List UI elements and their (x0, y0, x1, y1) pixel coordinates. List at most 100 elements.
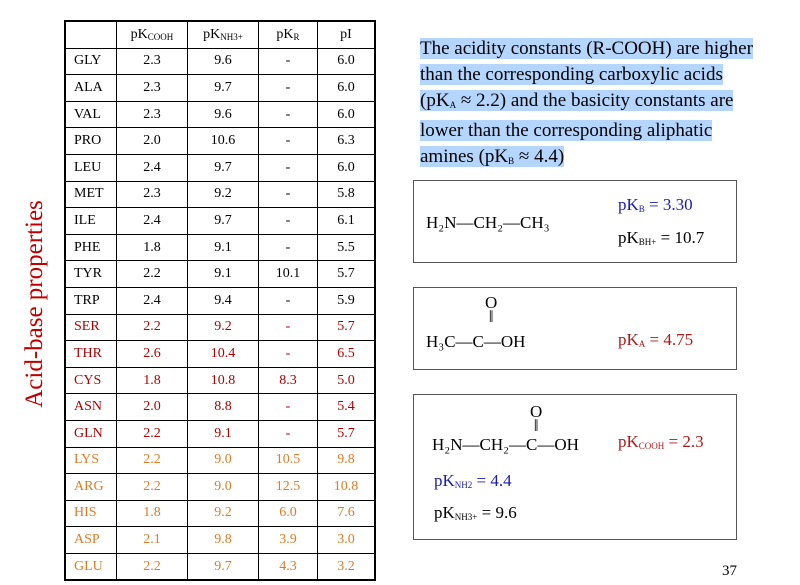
table-row: SER 2.2 9.2-5.7 (64, 313, 376, 342)
table-cell: 2.3 (116, 100, 188, 129)
note-line: lower than the corresponding aliphatic (420, 120, 713, 141)
ethylamine-box: H₂N—CH₂—CH₃ pKB = 3.30 pKBH+ = 10.7 (413, 180, 737, 263)
table-cell: - (258, 393, 318, 421)
table-cell: 9.0 (187, 473, 259, 501)
table-cell: 2.3 (116, 74, 188, 102)
amino-acid-name: TYR (64, 260, 117, 288)
table-cell: 6.0 (258, 499, 318, 528)
table-row: CYS 1.8 10.8 8.3 5.0 (64, 366, 376, 395)
pka-label: pKA = 4.75 (618, 330, 694, 349)
table-cell: 2.3 (116, 180, 188, 209)
carbonyl-oxygen: O ‖ (530, 402, 543, 435)
column-header: pKR (258, 20, 318, 49)
amino-acid-name: CYS (64, 366, 117, 395)
pknh3-label: pKNH3+ = 9.6 (434, 503, 517, 522)
glycine-formula: H₂N—CH₂—C—OH (432, 435, 579, 454)
table-cell: 2.2 (116, 313, 188, 342)
table-row: ARG 2.2 9.0 12.5 10.8 (64, 473, 376, 501)
table-cell: 9.4 (187, 286, 259, 315)
table-cell: 6.1 (317, 207, 376, 235)
table-cell: 5.5 (317, 233, 376, 262)
table-cell: 6.0 (317, 153, 376, 182)
table-cell: 5.4 (317, 393, 376, 421)
pkb-label: pKB = 3.30 (618, 195, 693, 214)
table-cell: 9.2 (187, 313, 259, 342)
table-cell: 9.1 (187, 260, 259, 288)
table-cell: 5.7 (317, 260, 376, 288)
pkcooh-label: pKCOOH = 2.3 (618, 432, 704, 451)
table-cell: 2.0 (116, 393, 188, 421)
table-cell: 9.7 (187, 552, 259, 581)
amino-acid-name: MET (64, 180, 117, 209)
table-cell: 2.4 (116, 153, 188, 182)
table-cell: 8.3 (258, 366, 318, 395)
table-cell: 8.8 (187, 393, 259, 421)
note-line: amines (pK (420, 146, 509, 167)
glycine-box: O ‖ H₂N—CH₂—C—OH pKCOOH = 2.3 pKNH2 = 4.4… (413, 394, 737, 540)
amino-acid-name: PHE (64, 233, 117, 262)
table-cell: 2.2 (116, 260, 188, 288)
table-cell: 2.2 (116, 552, 188, 581)
amino-acid-name: SER (64, 313, 117, 342)
table-row: GLN 2.2 9.1-5.7 (64, 419, 376, 448)
table-cell: 2.2 (116, 473, 188, 501)
column-header (64, 20, 117, 49)
column-header: pKCOOH (116, 20, 188, 49)
table-cell: 2.4 (116, 207, 188, 235)
table-cell: 1.8 (116, 366, 188, 395)
table-cell: 9.8 (317, 446, 376, 475)
table-cell: 9.6 (187, 100, 259, 129)
table-cell: 2.2 (116, 419, 188, 448)
table-cell: 9.7 (187, 207, 259, 235)
table-row: ASP 2.1 9.8 3.9 3.0 (64, 526, 376, 554)
header-row: pKCOOH pKNH3+ pKR pI (64, 20, 376, 49)
note-line: (pK (420, 90, 450, 111)
table-cell: 6.0 (317, 100, 376, 129)
table-row: PRO 2.0 10.6-6.3 (64, 127, 376, 155)
table-cell: 10.6 (187, 127, 259, 155)
acetic-acid-formula: H₃C—C—OH (426, 332, 526, 351)
table-cell: 9.6 (187, 47, 259, 76)
table-cell: 9.1 (187, 419, 259, 448)
table-row: ILE 2.4 9.7-6.1 (64, 207, 376, 235)
table-cell: - (258, 286, 318, 315)
acidity-note: The acidity constants (R-COOH) are highe… (420, 36, 780, 174)
table-cell: - (258, 233, 318, 262)
amino-acid-name: ARG (64, 473, 117, 501)
table-cell: 2.6 (116, 340, 188, 368)
table-cell: 2.0 (116, 127, 188, 155)
table-cell: 3.0 (317, 526, 376, 554)
table-cell: - (258, 340, 318, 368)
carbonyl-oxygen: O ‖ (485, 293, 498, 326)
table-cell: 10.8 (317, 473, 376, 501)
table-cell: 9.2 (187, 180, 259, 209)
table-cell: 2.3 (116, 47, 188, 76)
note-sub: A (449, 100, 457, 110)
table-cell: 5.7 (317, 419, 376, 448)
table-row: GLU 2.2 9.7 4.3 3.2 (64, 552, 376, 581)
amino-acid-name: ASN (64, 393, 117, 421)
table-row: TRP 2.4 9.4-5.9 (64, 286, 376, 315)
amino-acid-name: ILE (64, 207, 117, 235)
table-cell: 9.7 (187, 74, 259, 102)
table-cell: 10.8 (187, 366, 259, 395)
table-cell: - (258, 47, 318, 76)
table-cell: 2.4 (116, 286, 188, 315)
table-cell: 9.8 (187, 526, 259, 554)
ethylamine-formula: H₂N—CH₂—CH₃ (426, 213, 550, 232)
pknh2-label: pKNH2 = 4.4 (434, 471, 512, 490)
amino-acid-name: ASP (64, 526, 117, 554)
amino-acid-name: GLY (64, 47, 117, 76)
table-cell: 6.3 (317, 127, 376, 155)
table-cell: 5.9 (317, 286, 376, 315)
note-line: The acidity constants (R-COOH) are highe… (420, 38, 753, 59)
table-cell: - (258, 419, 318, 448)
note-line: ≈ 4.4) (514, 146, 565, 167)
table-cell: 9.1 (187, 233, 259, 262)
note-line: than the corresponding carboxylic acids (420, 64, 723, 85)
table-row: PHE 1.8 9.1-5.5 (64, 233, 376, 262)
table-cell: - (258, 313, 318, 342)
amino-acid-pk-table: pKCOOH pKNH3+ pKR pI GLY 2.3 9.6-6.0 ALA 2.3 9.7-… (64, 20, 376, 582)
table-cell: 1.8 (116, 499, 188, 528)
table-row: LEU 2.4 9.7-6.0 (64, 153, 376, 182)
